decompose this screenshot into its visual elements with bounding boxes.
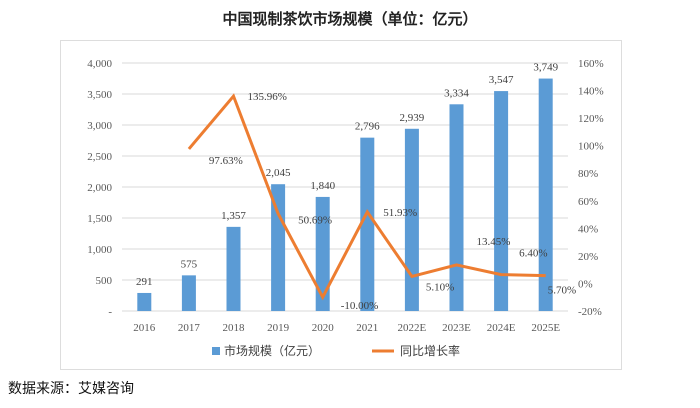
y-left-tick-label: 1,500 — [87, 213, 112, 225]
bar-data-label: 3,547 — [489, 74, 514, 86]
bar — [271, 184, 286, 311]
bar-data-label: 1,840 — [310, 180, 335, 192]
y-left-tick-label: 2,500 — [87, 151, 112, 163]
bar-data-label: 3,749 — [533, 62, 558, 74]
y-right-tick-label: 20% — [578, 251, 598, 263]
y-right-tick-label: 160% — [578, 58, 604, 70]
x-tick-label: 2016 — [133, 322, 156, 334]
y-right-tick-label: -20% — [578, 306, 602, 318]
chart-title: 中国现制茶饮市场规模（单位：亿元） — [222, 10, 478, 28]
line-data-label: 5.10% — [426, 281, 454, 293]
growth-line — [187, 93, 546, 301]
line-data-label: 13.45% — [477, 236, 511, 248]
y-right-tick-label: 0% — [578, 278, 593, 290]
line-data-label: 51.93% — [383, 207, 417, 219]
legend-label-line: 同比增长率 — [400, 343, 460, 358]
bar — [181, 275, 196, 311]
line-data-label: 5.70% — [548, 285, 576, 297]
line-data-label: -10.00% — [341, 300, 379, 312]
bar — [226, 226, 241, 311]
y-left-tick-label: - — [108, 306, 112, 318]
x-tick-label: 2024E — [487, 322, 516, 334]
x-tick-label: 2021 — [356, 322, 378, 334]
bar-data-label: 291 — [136, 276, 153, 288]
y-left-tick-label: 1,000 — [87, 244, 112, 256]
bar-data-label: 1,357 — [221, 210, 246, 222]
y-left-tick-label: 3,500 — [87, 89, 112, 101]
bar — [315, 196, 330, 311]
y-right-tick-label: 80% — [578, 168, 598, 180]
x-tick-label: 2017 — [178, 322, 201, 334]
bar — [404, 128, 419, 311]
y-left-tick-label: 500 — [96, 275, 113, 287]
x-tick-label: 2018 — [223, 322, 246, 334]
x-tick-label: 2019 — [267, 322, 290, 334]
legend-label-bar: 市场规模（亿元） — [224, 343, 320, 358]
bar-data-label: 2,045 — [266, 167, 291, 179]
y-left-tick-label: 4,000 — [87, 58, 112, 70]
line-data-label: 135.96% — [248, 91, 287, 103]
y-left-tick-label: 2,000 — [87, 182, 112, 194]
y-left-tick-label: 3,000 — [87, 120, 112, 132]
line-data-label: 97.63% — [209, 155, 243, 167]
bar-data-label: 2,939 — [400, 112, 425, 124]
x-tick-label: 2022E — [398, 322, 427, 334]
line-data-label: 6.40% — [519, 248, 547, 260]
source-note: 数据来源：艾媒咨询 — [8, 381, 134, 397]
bar — [137, 292, 152, 311]
line-data-label: 50.69% — [298, 215, 332, 227]
bar — [449, 104, 464, 312]
bar — [538, 78, 553, 311]
y-right-tick-label: 140% — [578, 86, 604, 98]
x-tick-label: 2025E — [531, 322, 560, 334]
y-right-tick-label: 100% — [578, 141, 604, 153]
x-tick-label: 2020 — [312, 322, 335, 334]
x-tick-label: 2023E — [442, 322, 471, 334]
legend-swatch-bar — [212, 347, 220, 355]
y-right-tick-label: 40% — [578, 223, 598, 235]
bar-data-label: 575 — [181, 258, 198, 270]
y-right-tick-label: 120% — [578, 113, 604, 125]
bar — [360, 137, 375, 311]
bar-data-label: 3,334 — [444, 87, 469, 99]
y-right-tick-label: 60% — [578, 196, 598, 208]
chart-frame — [60, 40, 622, 370]
bar-data-label: 2,796 — [355, 121, 380, 133]
bar — [494, 91, 509, 311]
